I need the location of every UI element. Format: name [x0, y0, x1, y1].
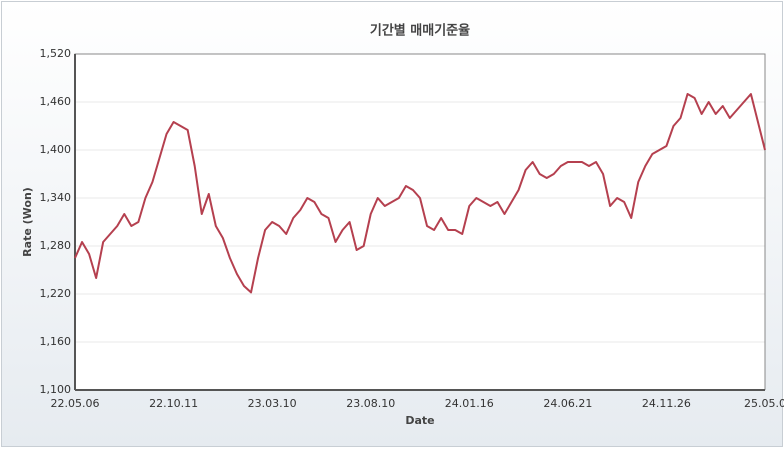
y-tick-label: 1,400: [40, 143, 72, 156]
x-axis-title: Date: [405, 414, 434, 427]
y-tick-label: 1,160: [40, 335, 72, 348]
y-tick-label: 1,520: [40, 47, 72, 60]
x-tick-label: 23.03.10: [248, 397, 297, 410]
x-tick-label: 22.05.06: [51, 397, 100, 410]
x-tick-label: 25.05.0: [744, 397, 784, 410]
x-tick-label: 23.08.10: [346, 397, 395, 410]
x-tick-label: 24.11.26: [642, 397, 691, 410]
data-line: [74, 93, 766, 294]
x-tick-label: 22.10.11: [149, 397, 198, 410]
y-tick-label: 1,280: [40, 239, 72, 252]
y-tick-label: 1,340: [40, 191, 72, 204]
plot-area: [75, 54, 765, 390]
y-axis-title: Rate (Won): [21, 187, 34, 257]
chart-title: 기간별 매매기준율: [370, 23, 470, 39]
y-tick-label: 1,220: [40, 287, 72, 300]
x-tick-label: 24.06.21: [543, 397, 592, 410]
y-tick-label: 1,100: [40, 383, 72, 396]
x-tick-label: 24.01.16: [445, 397, 494, 410]
y-tick-label: 1,460: [40, 95, 72, 108]
